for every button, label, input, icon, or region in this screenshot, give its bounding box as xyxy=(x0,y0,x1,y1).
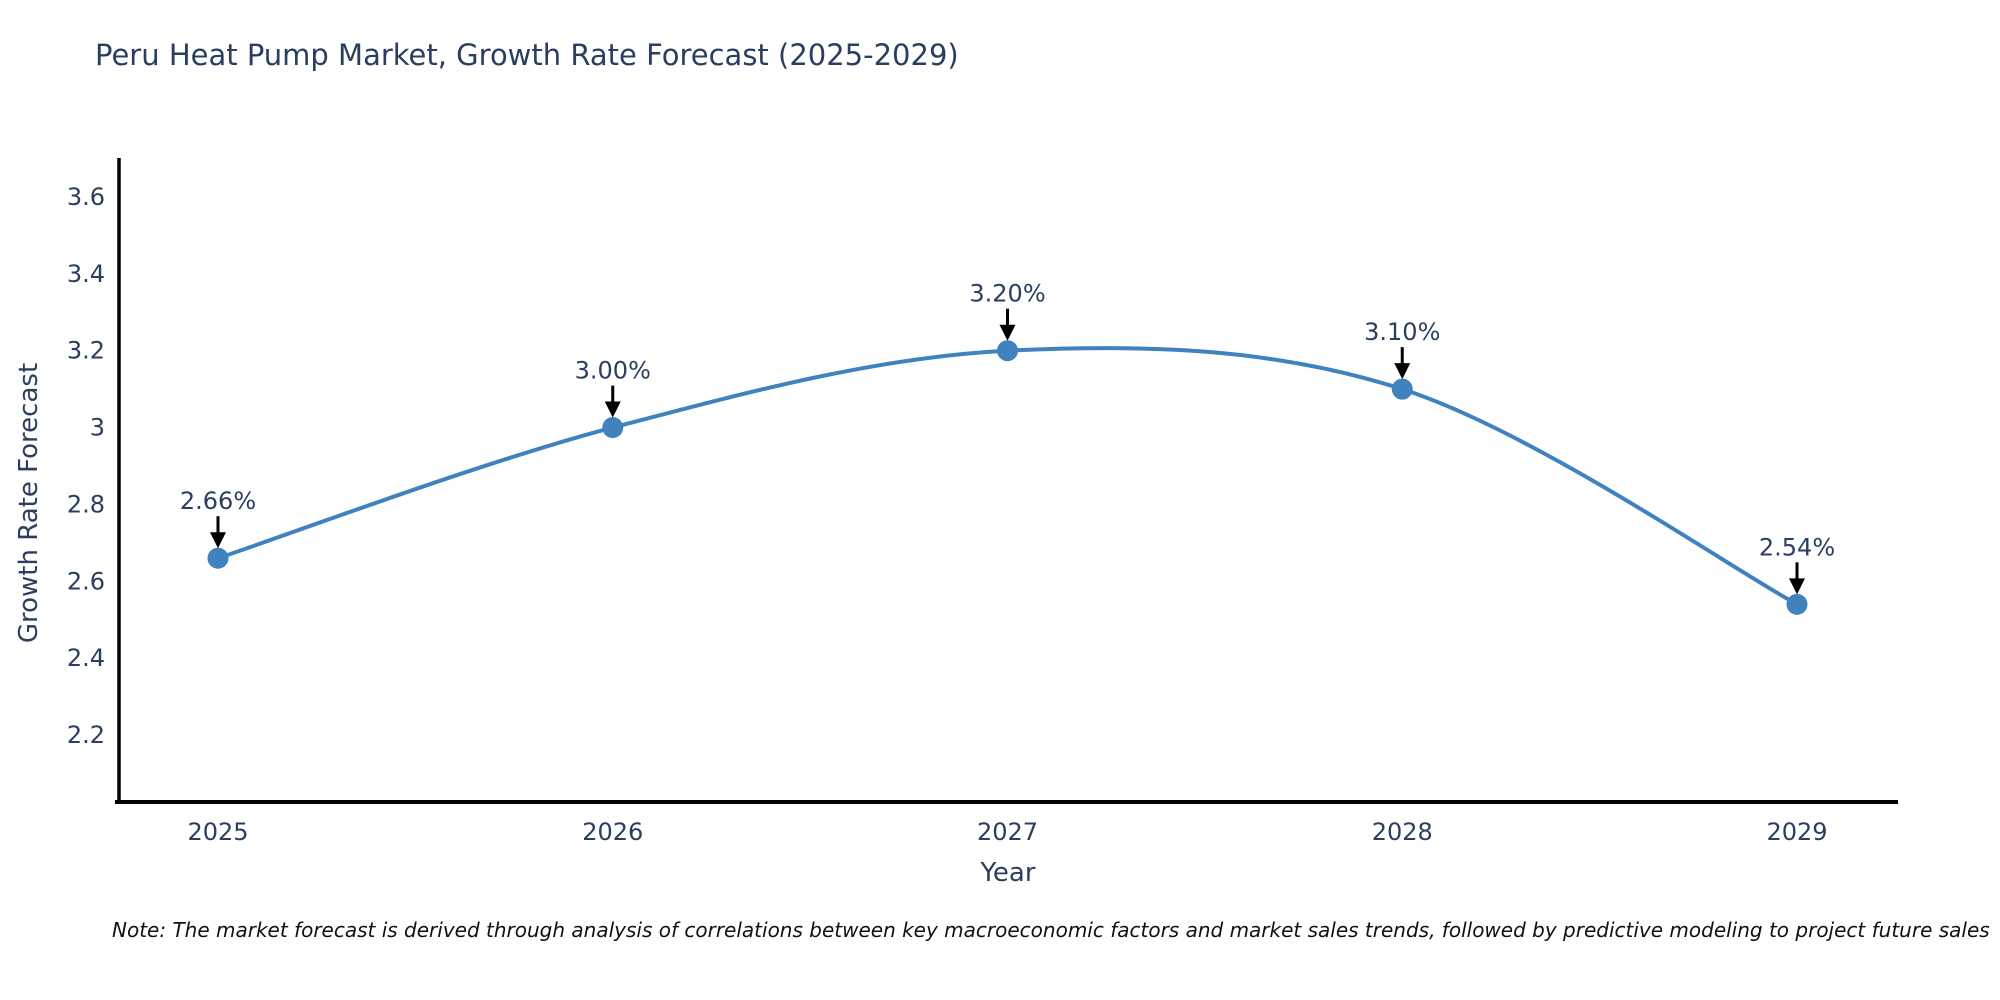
annotation-arrowhead xyxy=(604,401,621,418)
ytick-label: 3 xyxy=(90,414,105,442)
annotation-arrowhead xyxy=(1394,363,1411,380)
xtick-label: 2029 xyxy=(1766,818,1827,846)
footnote-text: Note: The market forecast is derived thr… xyxy=(112,918,1990,942)
data-point-marker xyxy=(602,417,624,439)
annotation-label: 2.66% xyxy=(180,487,256,515)
annotation-label: 3.00% xyxy=(575,357,651,385)
annotation-arrowhead xyxy=(999,324,1016,341)
chart-title: Peru Heat Pump Market, Growth Rate Forec… xyxy=(95,38,959,72)
annotation-label: 2.54% xyxy=(1759,533,1835,561)
data-point-marker xyxy=(1391,378,1413,400)
xtick-label: 2028 xyxy=(1372,818,1433,846)
ytick-label: 2.2 xyxy=(67,721,105,749)
annotation-arrowhead xyxy=(1789,578,1805,595)
ytick-label: 3.4 xyxy=(67,260,105,288)
xtick-label: 2027 xyxy=(977,818,1038,846)
xtick-label: 2026 xyxy=(582,818,643,846)
x-axis-title: Year xyxy=(980,858,1036,888)
annotation-label: 3.20% xyxy=(969,280,1045,308)
ytick-label: 3.2 xyxy=(67,337,105,365)
ytick-label: 2.8 xyxy=(67,490,105,518)
ytick-label: 3.6 xyxy=(67,183,105,211)
data-point-marker xyxy=(207,547,229,569)
ytick-label: 2.4 xyxy=(67,644,105,672)
data-point-marker xyxy=(997,340,1018,362)
ytick-label: 2.6 xyxy=(67,567,105,595)
series-line xyxy=(216,346,1799,607)
annotation-arrowhead xyxy=(210,532,226,549)
y-axis-title: Growth Rate Forecast xyxy=(14,362,44,644)
annotation-label: 3.10% xyxy=(1364,318,1440,346)
xtick-label: 2025 xyxy=(187,818,248,846)
data-point-marker xyxy=(1786,593,1808,615)
